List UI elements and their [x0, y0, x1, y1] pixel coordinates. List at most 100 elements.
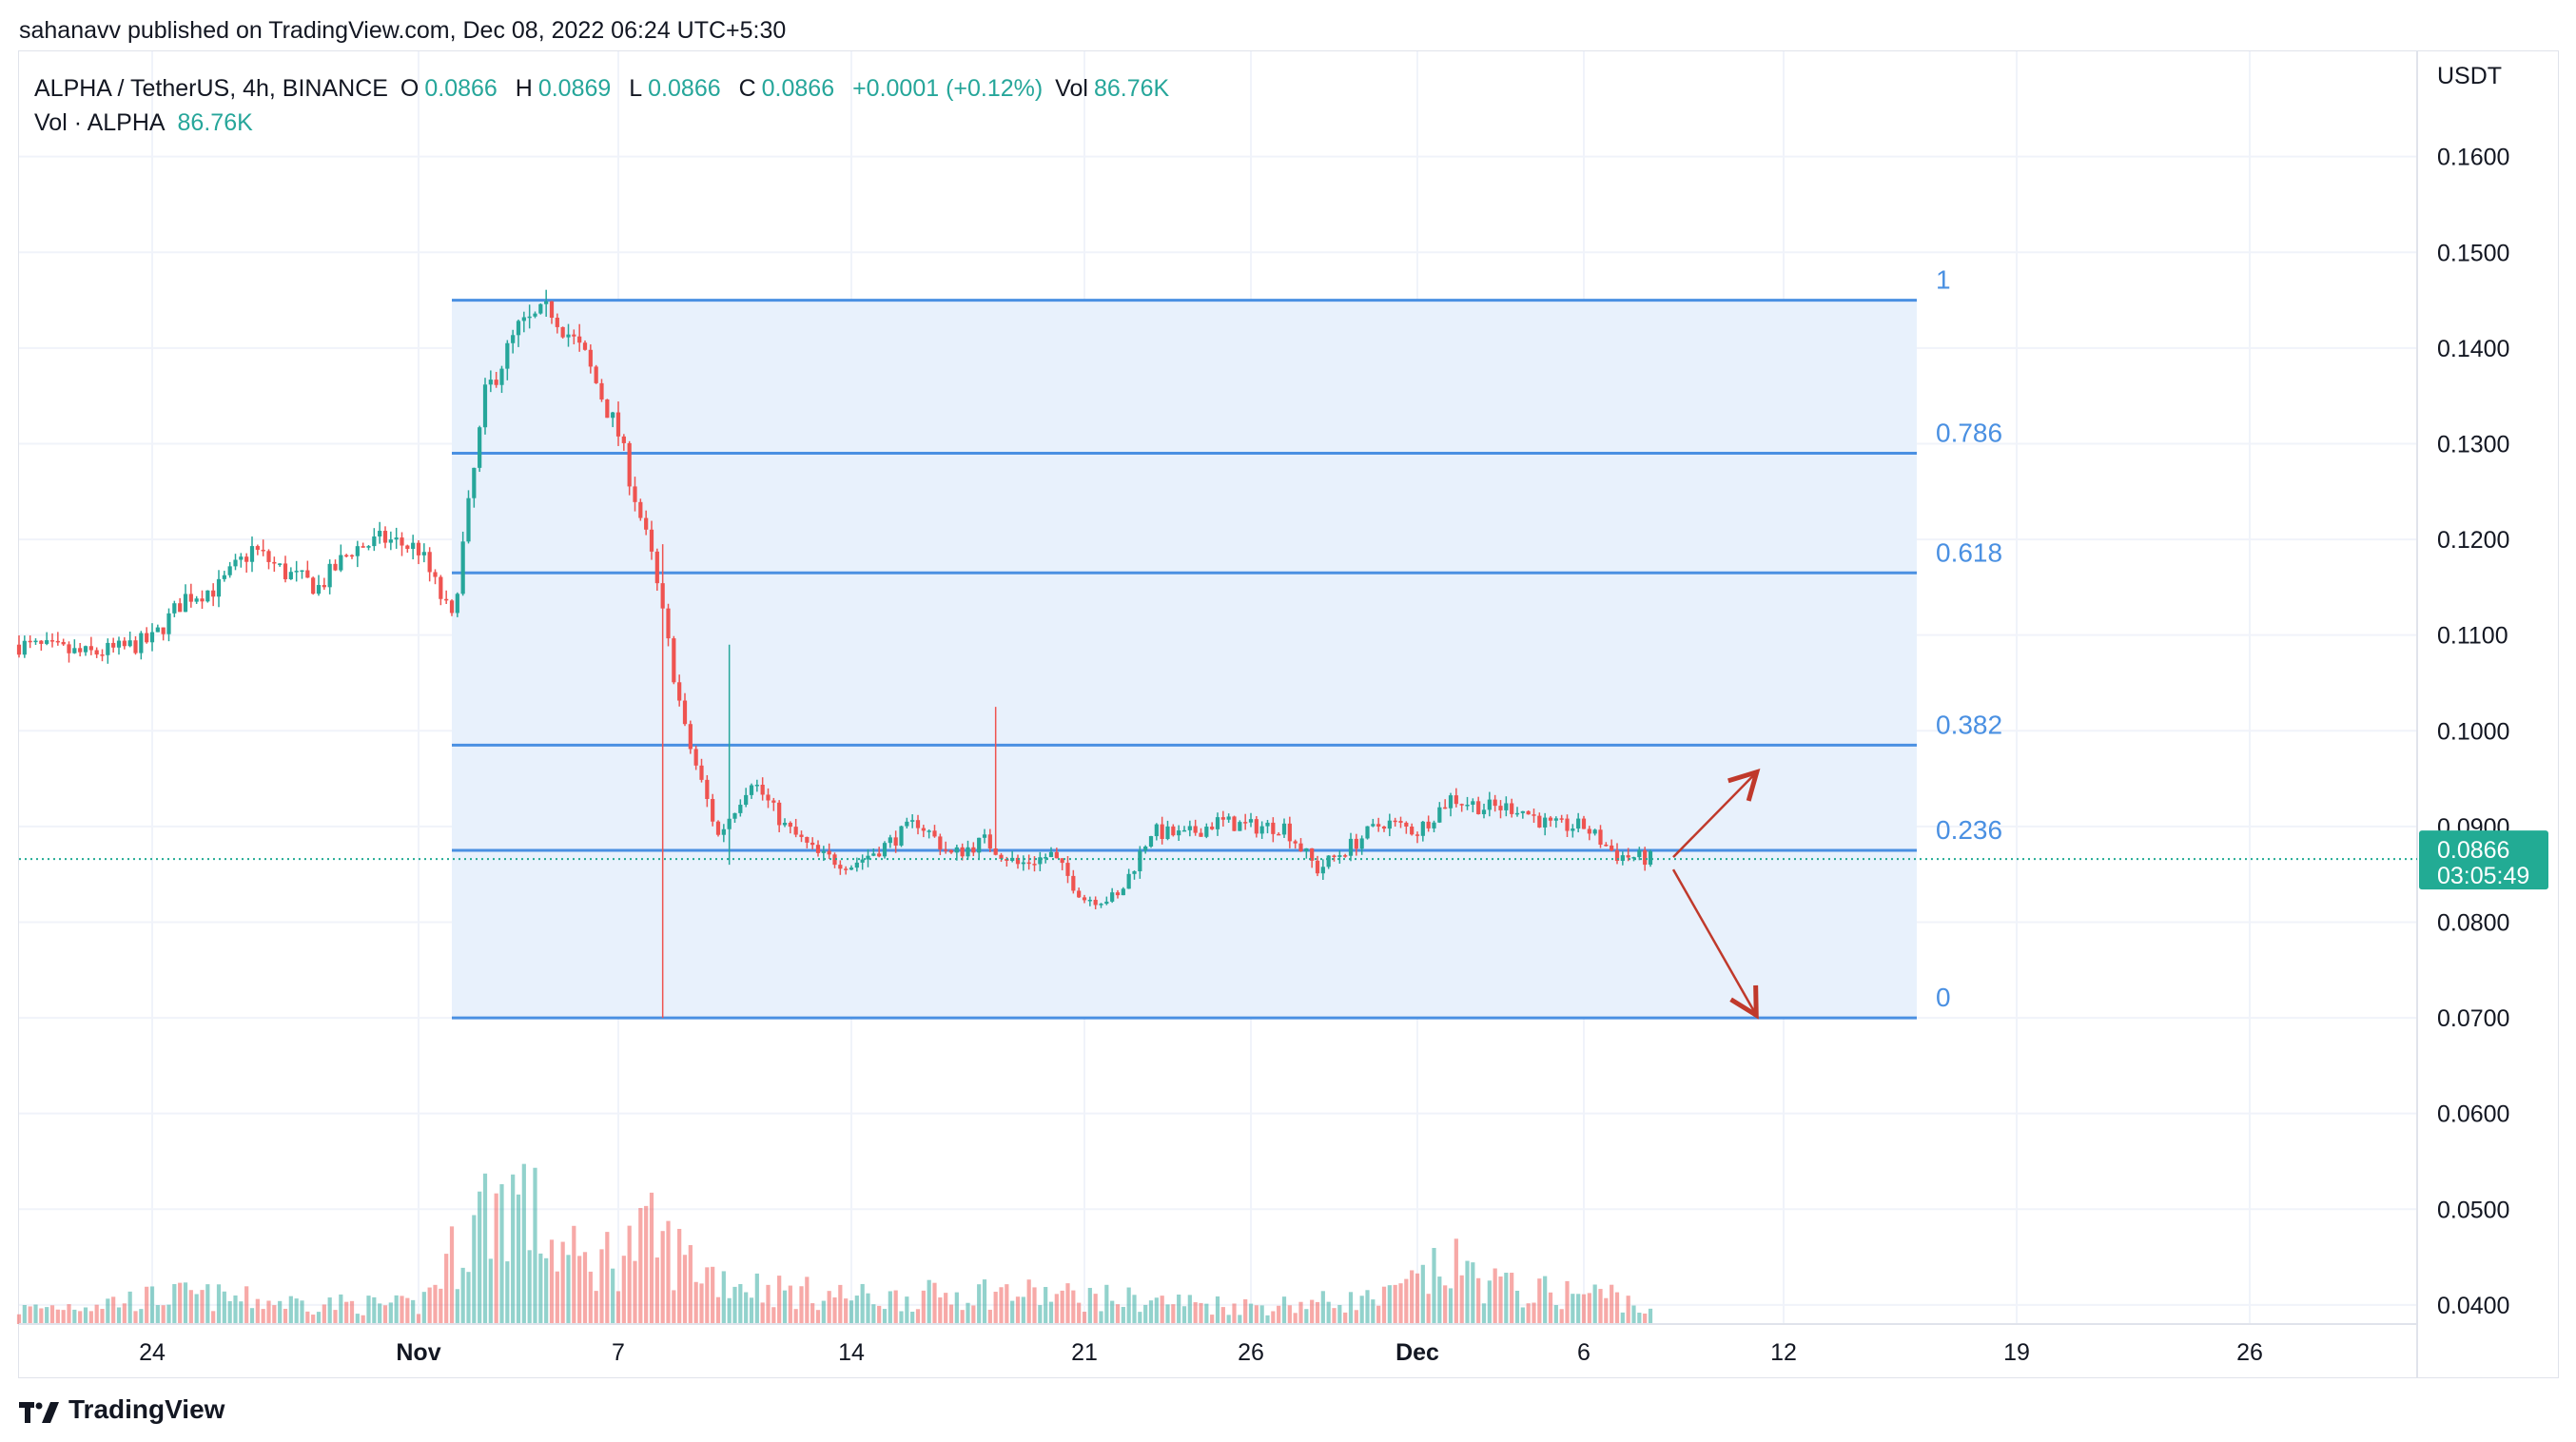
candle-body — [1471, 801, 1475, 806]
candle-body — [1420, 821, 1425, 836]
candle-body — [133, 640, 138, 653]
candle-body — [161, 627, 166, 634]
volume-bar — [1320, 1291, 1325, 1324]
volume-bar — [1087, 1287, 1092, 1324]
volume-bar — [1287, 1305, 1292, 1324]
candle-body — [1220, 817, 1225, 820]
volume-bar — [488, 1258, 493, 1324]
candle-body — [155, 627, 160, 633]
volume-bar — [672, 1290, 676, 1324]
projection-arrows[interactable] — [1671, 774, 1755, 1014]
candle-body — [1514, 812, 1520, 815]
volume-indicator-label[interactable]: Vol · ALPHA — [34, 109, 166, 136]
candle-body — [677, 682, 682, 701]
close-label: C — [738, 75, 756, 102]
volume-bar — [405, 1297, 410, 1324]
volume-bar — [1371, 1299, 1376, 1324]
volume-bar — [927, 1279, 931, 1324]
candle-body — [1277, 833, 1281, 836]
candle-body — [1548, 817, 1553, 821]
volume-bar — [621, 1256, 626, 1324]
candle-body — [1099, 904, 1103, 906]
volume-bar — [1032, 1287, 1037, 1324]
x-tick-label: 12 — [1770, 1339, 1797, 1366]
volume-bar — [1232, 1303, 1237, 1324]
volume-bar — [660, 1231, 665, 1324]
volume-bar — [1187, 1295, 1192, 1324]
candle-body — [288, 572, 293, 579]
candle-body — [1426, 821, 1431, 828]
volume-bar — [205, 1284, 210, 1324]
volume-bar — [149, 1286, 155, 1324]
candle-body — [1187, 826, 1192, 830]
candle-body — [1648, 851, 1653, 866]
volume-bar — [222, 1291, 226, 1324]
volume-bar — [427, 1287, 432, 1324]
volume-bar — [1448, 1288, 1454, 1324]
candle-body — [283, 563, 288, 579]
volume-bar — [1571, 1294, 1575, 1324]
candle-body — [499, 368, 504, 385]
candle-body — [954, 847, 959, 853]
candle-body — [233, 559, 238, 567]
candle-body — [727, 818, 732, 829]
volume-bar — [899, 1311, 904, 1324]
candle-body — [516, 321, 521, 336]
candle-body — [1154, 824, 1159, 837]
volume-bar — [1021, 1296, 1025, 1324]
candle-body — [1082, 897, 1087, 901]
x-tick-label: 24 — [139, 1339, 166, 1366]
x-tick-label: 26 — [1238, 1339, 1264, 1366]
volume-bar — [478, 1191, 482, 1324]
candle-body — [272, 561, 277, 564]
volume-bar — [311, 1315, 316, 1324]
candle-body — [1371, 824, 1376, 827]
volume-bar — [987, 1309, 992, 1324]
volume-bar — [560, 1241, 565, 1324]
candle-body — [1048, 851, 1054, 858]
candle-body — [1526, 810, 1531, 815]
volume-bar — [1220, 1307, 1225, 1324]
fibonacci-retracement[interactable]: 1 0.786 0.618 0.382 0.236 0 — [452, 265, 2002, 1020]
candle-body — [55, 640, 60, 643]
tradingview-brand[interactable]: TradingView — [19, 1394, 224, 1425]
volume-bar — [693, 1281, 698, 1324]
volume-bar — [533, 1167, 537, 1324]
candle-body — [305, 570, 310, 578]
candle-body — [227, 566, 232, 575]
candle-body — [854, 862, 859, 868]
candle-body — [1115, 892, 1121, 896]
volume-bar — [111, 1296, 116, 1324]
candle-body — [1565, 818, 1570, 831]
candle-body — [1553, 818, 1558, 821]
symbol-title[interactable]: ALPHA / TetherUS, 4h, BINANCE — [34, 75, 388, 102]
candle-body — [166, 613, 171, 634]
volume-bar — [832, 1297, 837, 1324]
candle-body — [1315, 860, 1320, 874]
volume-bar — [1199, 1302, 1203, 1324]
open-label: O — [400, 75, 420, 102]
candle-body — [654, 551, 659, 584]
candle-body — [1126, 873, 1131, 889]
volume-bar — [1337, 1304, 1342, 1324]
volume-bar — [433, 1284, 438, 1324]
volume-bar — [1281, 1296, 1287, 1324]
candle-body — [482, 384, 488, 428]
candle-body — [344, 555, 349, 557]
candle-body — [1054, 851, 1059, 859]
volume-bar — [1110, 1300, 1115, 1324]
volume-bar — [1310, 1299, 1315, 1324]
candle-body — [1348, 838, 1354, 856]
volume-bar — [1071, 1290, 1076, 1324]
candle-body — [788, 822, 792, 828]
volume-bar — [1610, 1284, 1614, 1324]
volume-bar — [1315, 1301, 1320, 1324]
volume-bar — [1410, 1270, 1415, 1324]
candle-body — [999, 854, 1004, 859]
candle-body — [777, 802, 782, 826]
volume-bar — [982, 1279, 987, 1324]
volume-bar — [1026, 1279, 1031, 1324]
volume-bar — [45, 1307, 49, 1324]
